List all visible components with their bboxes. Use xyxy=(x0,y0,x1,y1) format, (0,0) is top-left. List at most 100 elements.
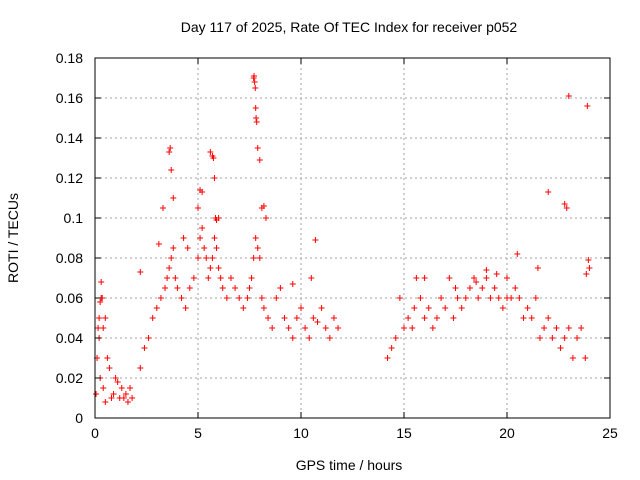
data-point xyxy=(180,235,187,241)
data-point xyxy=(219,285,226,291)
y-tick-label: 0.02 xyxy=(56,370,83,386)
data-point xyxy=(565,325,572,331)
data-point xyxy=(405,315,412,321)
data-point xyxy=(475,295,482,301)
data-point xyxy=(392,335,399,341)
data-point xyxy=(438,295,445,301)
data-point xyxy=(149,315,156,321)
data-point xyxy=(314,319,321,325)
data-point xyxy=(549,335,556,341)
x-tick-label: 15 xyxy=(396,425,412,441)
data-point xyxy=(195,255,201,261)
data-point xyxy=(582,355,589,361)
data-point xyxy=(312,237,319,243)
data-point xyxy=(102,399,109,405)
x-tick-labels: 0 5 10 15 20 25 xyxy=(91,425,618,441)
data-point xyxy=(310,315,317,321)
chart-title: Day 117 of 2025, Rate Of TEC Index for r… xyxy=(181,19,518,35)
data-point xyxy=(184,245,191,251)
data-point xyxy=(483,267,490,273)
data-point xyxy=(256,255,263,261)
data-point xyxy=(306,335,313,341)
data-point xyxy=(289,335,296,341)
data-point xyxy=(532,295,539,301)
data-point xyxy=(250,255,257,261)
data-point xyxy=(122,391,129,397)
plot-frame xyxy=(94,57,611,419)
data-point xyxy=(452,285,459,291)
data-point xyxy=(536,335,543,341)
data-point xyxy=(318,305,325,311)
data-point xyxy=(100,325,107,331)
data-point xyxy=(190,275,197,281)
data-point xyxy=(433,315,440,321)
data-point xyxy=(159,205,166,211)
data-point xyxy=(124,399,131,405)
data-point xyxy=(277,285,284,291)
data-point xyxy=(112,375,119,381)
y-tick-label: 0.08 xyxy=(56,250,83,266)
data-point xyxy=(493,271,500,277)
data-point xyxy=(298,305,304,311)
data-point xyxy=(326,335,333,341)
data-point xyxy=(178,295,185,301)
data-point xyxy=(223,295,230,301)
data-point xyxy=(446,275,453,281)
data-point xyxy=(584,103,591,109)
y-tick-label: 0.06 xyxy=(56,290,83,306)
data-point xyxy=(421,315,428,321)
data-point xyxy=(153,305,160,311)
data-point xyxy=(106,365,113,371)
data-point xyxy=(137,269,144,275)
data-point xyxy=(236,295,243,301)
x-tick-label: 5 xyxy=(194,425,202,441)
data-point xyxy=(217,275,224,281)
data-point xyxy=(322,325,329,331)
y-tick-label: 0.18 xyxy=(56,50,83,66)
data-point xyxy=(97,299,104,305)
data-point xyxy=(155,241,162,247)
data-point xyxy=(534,265,541,271)
x-tick-label: 25 xyxy=(602,425,618,441)
data-point xyxy=(162,285,169,291)
data-point xyxy=(195,205,201,211)
data-point xyxy=(499,305,506,311)
data-point xyxy=(252,105,259,111)
data-point xyxy=(251,79,258,85)
data-point xyxy=(473,279,480,285)
data-point xyxy=(108,395,115,401)
data-point xyxy=(330,315,337,321)
x-tick-label: 10 xyxy=(293,425,309,441)
data-point xyxy=(563,205,570,211)
data-point xyxy=(281,315,288,321)
data-point xyxy=(201,245,208,251)
data-point xyxy=(213,245,220,251)
data-point xyxy=(207,265,214,271)
data-point xyxy=(246,285,253,291)
data-point xyxy=(209,255,216,261)
data-point xyxy=(256,157,263,163)
data-point xyxy=(454,295,461,301)
data-point xyxy=(168,255,175,261)
data-point xyxy=(514,251,521,257)
data-point xyxy=(207,149,214,155)
data-point xyxy=(186,285,193,291)
data-point xyxy=(458,305,465,311)
data-point xyxy=(565,93,572,99)
data-point xyxy=(491,285,498,291)
data-point xyxy=(512,285,519,291)
data-point xyxy=(417,295,424,301)
data-point xyxy=(253,119,260,125)
x-tick-label: 0 xyxy=(91,425,99,441)
data-point xyxy=(561,335,568,341)
data-point xyxy=(569,355,576,361)
data-point xyxy=(253,115,260,121)
data-point xyxy=(289,281,296,287)
data-point xyxy=(227,275,234,281)
y-tick-label: 0.04 xyxy=(56,330,83,346)
data-point xyxy=(545,189,552,195)
data-point xyxy=(528,315,535,321)
data-point xyxy=(110,391,117,397)
data-point xyxy=(293,315,300,321)
x-tick-label: 20 xyxy=(499,425,515,441)
